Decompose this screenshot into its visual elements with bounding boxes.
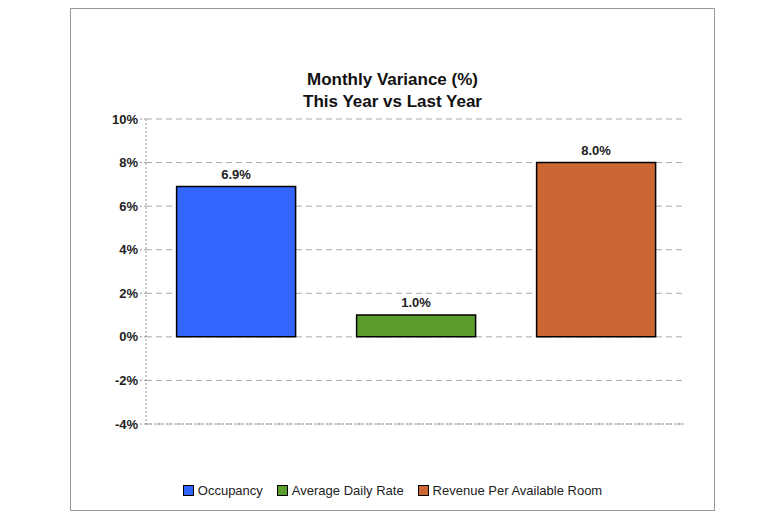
html-text:Occupancy: Occupancy	[197, 483, 263, 498]
html-text:Average Daily Rate: Average Daily Rate	[291, 483, 404, 498]
svg-text:-4%: -4%	[115, 417, 139, 432]
svg-text:8%: 8%	[119, 155, 138, 170]
svg-text:4%: 4%	[119, 242, 138, 257]
svg-text:10%: 10%	[112, 112, 138, 127]
svg-text:2%: 2%	[119, 286, 138, 301]
svg-text:8.0%: 8.0%	[581, 143, 611, 158]
html-text:This Year vs Last Year: This Year vs Last Year	[303, 92, 482, 111]
svg-text:0%: 0%	[119, 329, 138, 344]
svg-text:-2%: -2%	[115, 373, 139, 388]
svg-text:6.9%: 6.9%	[221, 167, 251, 182]
html-text:Monthly Variance (%): Monthly Variance (%)	[307, 70, 478, 89]
svg-text:6%: 6%	[119, 199, 138, 214]
svg-text:1.0%: 1.0%	[401, 295, 431, 310]
html-text:Revenue Per Available Room: Revenue Per Available Room	[432, 483, 603, 498]
